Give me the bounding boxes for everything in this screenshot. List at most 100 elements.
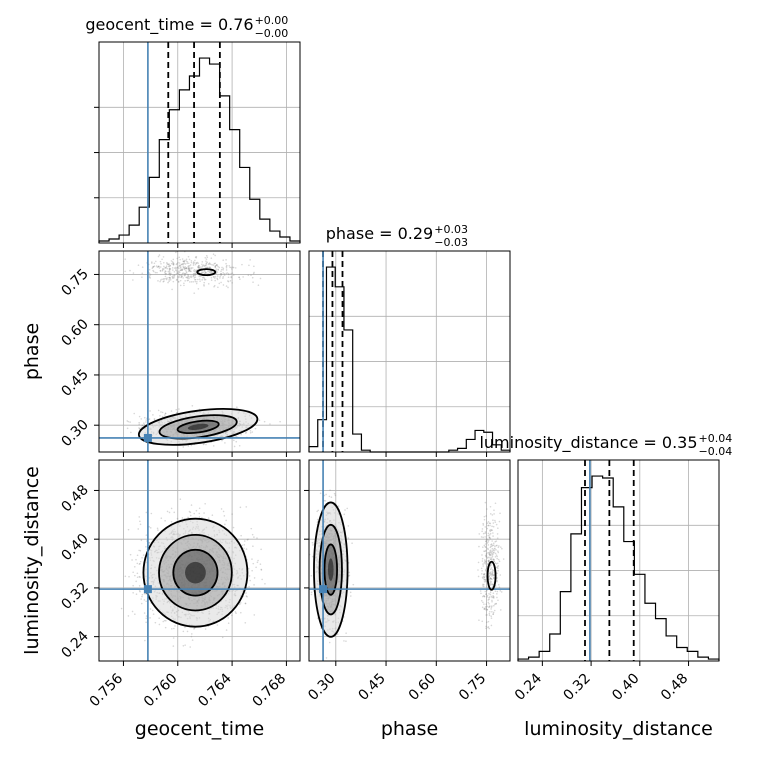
- sample-point: [214, 279, 216, 282]
- sample-point: [491, 583, 494, 586]
- sample-point: [493, 577, 495, 580]
- sample-point: [157, 280, 159, 282]
- sample-point: [252, 272, 255, 275]
- sample-point: [245, 548, 248, 550]
- sample-point: [184, 626, 186, 629]
- sample-point: [483, 572, 486, 575]
- sample-point: [201, 264, 204, 267]
- sample-point: [153, 262, 156, 265]
- sample-point: [482, 565, 484, 567]
- sample-point: [488, 575, 491, 577]
- sample-point: [492, 559, 495, 561]
- panel-inner: [309, 489, 505, 659]
- sample-point: [238, 603, 241, 606]
- sample-point: [164, 414, 166, 416]
- sample-point: [185, 276, 187, 279]
- sample-point: [496, 555, 498, 558]
- contour-line: [137, 407, 259, 446]
- sample-point: [166, 277, 168, 279]
- panel-title: phase = 0.29: [326, 224, 433, 243]
- sample-point: [166, 262, 168, 265]
- sample-point: [216, 277, 218, 280]
- sample-point: [494, 519, 496, 522]
- sample-point: [158, 254, 161, 256]
- x-tick-label: 0.32: [561, 671, 594, 704]
- sample-point: [488, 605, 491, 608]
- sample-point: [132, 571, 134, 574]
- sample-point: [184, 266, 186, 268]
- sample-point: [182, 277, 184, 279]
- sample-point: [486, 614, 488, 616]
- sample-point: [196, 261, 199, 264]
- sample-point: [485, 614, 487, 616]
- sample-point: [194, 273, 197, 275]
- sample-point: [491, 575, 493, 577]
- sample-point: [216, 624, 219, 626]
- sample-point: [488, 592, 490, 595]
- sample-point: [188, 258, 191, 261]
- sample-point: [143, 599, 146, 601]
- sample-point: [180, 276, 182, 279]
- sample-point: [149, 527, 152, 529]
- sample-point: [239, 278, 241, 280]
- sample-point: [185, 271, 188, 273]
- sample-point: [182, 272, 185, 274]
- sample-point: [259, 277, 262, 280]
- sample-point: [202, 276, 205, 279]
- sample-point: [186, 273, 189, 276]
- sample-point: [185, 267, 188, 270]
- sample-point: [496, 544, 498, 547]
- sample-point: [487, 521, 490, 523]
- sample-point: [151, 609, 154, 612]
- contour-line: [176, 419, 220, 435]
- sample-point: [127, 420, 130, 423]
- sample-point: [181, 272, 184, 275]
- sample-point: [180, 263, 183, 266]
- sample-point: [152, 269, 154, 272]
- sample-point: [135, 558, 137, 561]
- sample-point: [189, 276, 191, 278]
- sample-point: [484, 579, 487, 581]
- sample-point: [208, 263, 211, 265]
- sample-point: [249, 579, 251, 582]
- sample-point: [498, 545, 500, 547]
- sample-point: [195, 509, 198, 512]
- histogram-luminosity_distance: [517, 460, 720, 661]
- sample-point: [490, 529, 493, 532]
- sample-point: [490, 583, 492, 585]
- sample-point: [150, 512, 153, 515]
- sample-point: [234, 611, 237, 613]
- sample-point: [204, 272, 206, 275]
- sample-point: [492, 597, 495, 599]
- sample-point: [194, 276, 197, 278]
- sample-point: [195, 269, 198, 272]
- sample-point: [492, 558, 495, 560]
- sample-point: [183, 268, 186, 271]
- sample-point: [494, 547, 496, 550]
- sample-point: [171, 275, 174, 278]
- sample-point: [224, 523, 226, 526]
- sample-point: [179, 269, 182, 272]
- sample-point: [485, 575, 487, 577]
- sample-point: [168, 268, 171, 271]
- sample-point: [492, 522, 495, 524]
- sample-point: [497, 599, 499, 602]
- sample-point: [337, 505, 340, 507]
- sample-point: [145, 545, 147, 548]
- sample-point: [494, 590, 497, 593]
- sample-point: [188, 268, 191, 271]
- sample-point: [219, 275, 221, 278]
- sample-point: [500, 591, 503, 593]
- sample-point: [244, 621, 247, 624]
- sample-point: [478, 545, 480, 548]
- sample-point: [310, 574, 313, 577]
- sample-point: [139, 576, 141, 578]
- sample-point: [169, 267, 171, 270]
- sample-point: [189, 514, 192, 517]
- sample-point: [492, 596, 495, 599]
- sample-point: [193, 273, 196, 276]
- sample-point: [204, 256, 207, 259]
- sample-point: [491, 540, 493, 542]
- sample-point: [488, 598, 490, 601]
- sample-point: [488, 602, 490, 605]
